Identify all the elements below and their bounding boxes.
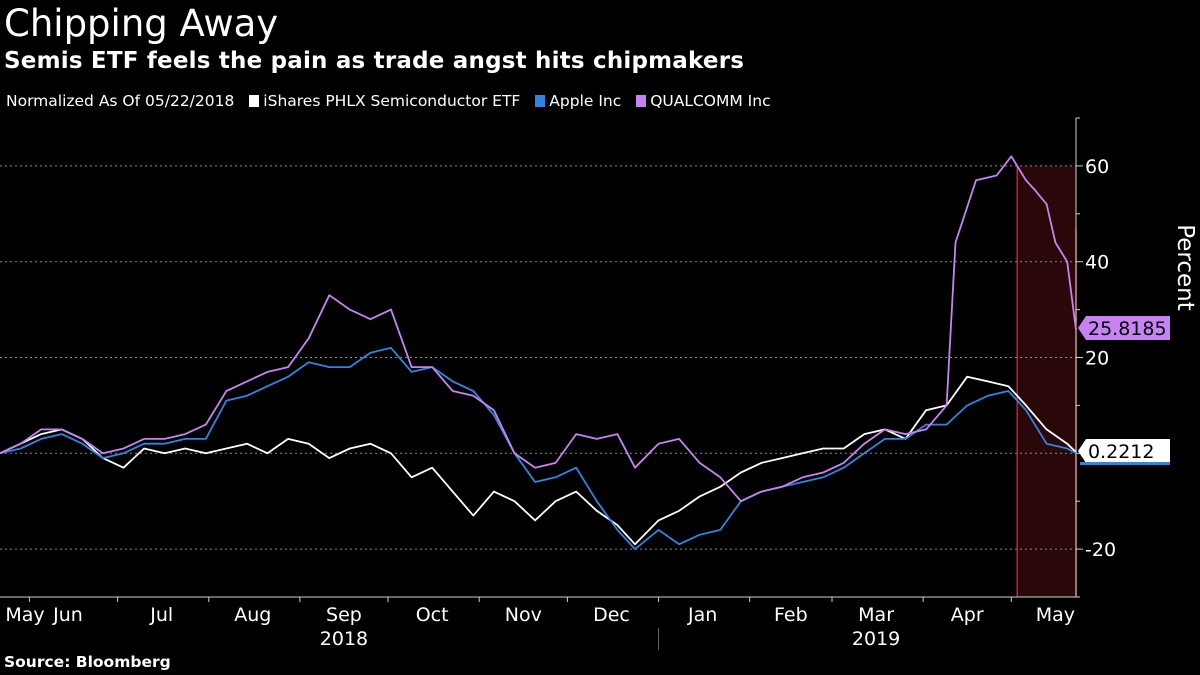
legend-item-qualcomm: QUALCOMM Inc <box>636 92 771 110</box>
x-tick-label: Jan <box>687 604 717 626</box>
x-tick-label: Nov <box>505 604 542 626</box>
x-tick-label: Jul <box>149 604 173 626</box>
x-tick-label: May <box>1036 604 1075 626</box>
chart-title: Chipping Away <box>4 2 279 45</box>
legend-swatch-apple <box>535 95 546 107</box>
legend-label-apple: Apple Inc <box>549 92 622 110</box>
etf-value-tag: 0.2212 <box>1078 439 1170 465</box>
chart-subtitle: Semis ETF feels the pain as trade angst … <box>4 48 745 74</box>
x-tick-label: Mar <box>858 604 894 626</box>
x-tick-label: Dec <box>593 604 630 626</box>
y-axis-label: Percent <box>1172 224 1198 311</box>
x-tick-label: Sep <box>326 604 362 626</box>
x-tick-label: Oct <box>416 604 449 626</box>
x-year-label: 2018 <box>320 628 368 650</box>
y-tick-label: -20 <box>1085 539 1116 561</box>
x-year-label: 2019 <box>852 628 900 650</box>
qualcomm-value-tag: 25.8185 <box>1078 316 1170 340</box>
etf-value-tag-text: 0.2212 <box>1088 441 1154 463</box>
x-tick-label: Apr <box>951 604 984 626</box>
legend-item-etf: iShares PHLX Semiconductor ETF <box>249 92 520 110</box>
etf-value-tag-underline <box>1080 462 1170 465</box>
source-note: Source: Bloomberg <box>4 653 171 671</box>
series-line <box>0 347 1077 550</box>
qualcomm-value-tag-text: 25.8185 <box>1088 318 1167 340</box>
y-tick-label: 20 <box>1085 348 1109 370</box>
legend-swatch-qualcomm <box>636 95 647 107</box>
legend-swatch-etf <box>249 95 260 107</box>
legend-item-apple: Apple Inc <box>535 92 621 110</box>
legend-label-qualcomm: QUALCOMM Inc <box>650 92 771 110</box>
x-tick-label: Feb <box>774 604 808 626</box>
x-tick-label: Aug <box>234 604 271 626</box>
qualcomm-value-tag-bg <box>1078 316 1170 340</box>
series-line <box>0 155 1077 503</box>
legend-prefix: Normalized As Of 05/22/2018 <box>6 92 235 110</box>
x-tick-label: Jun <box>52 604 83 626</box>
legend-label-etf: iShares PHLX Semiconductor ETF <box>263 92 521 110</box>
x-tick-label: May <box>5 604 44 626</box>
chart-legend: Normalized As Of 05/22/2018 iShares PHLX… <box>6 90 781 112</box>
highlight-region <box>1017 165 1076 597</box>
etf-value-tag-bg <box>1078 439 1170 463</box>
y-tick-label: 40 <box>1085 252 1109 274</box>
y-tick-label: 60 <box>1085 156 1109 178</box>
series-line <box>0 375 1077 546</box>
